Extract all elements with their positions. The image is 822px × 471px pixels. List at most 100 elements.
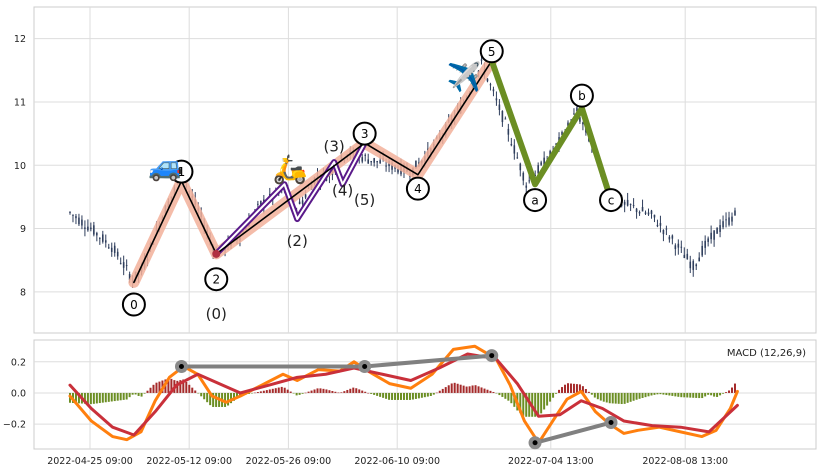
candle-body bbox=[579, 117, 581, 122]
macd-histogram-bar bbox=[498, 392, 501, 396]
macd-histogram-bar bbox=[710, 392, 713, 396]
candle-body bbox=[507, 128, 510, 135]
wave-label-3: 3 bbox=[361, 127, 369, 141]
macd-histogram-bar bbox=[671, 392, 674, 396]
macd-histogram-bar bbox=[343, 391, 346, 393]
macd-histogram-bar bbox=[453, 382, 456, 393]
candle-body bbox=[716, 227, 718, 234]
correction-wave-line bbox=[488, 57, 615, 204]
candle-body bbox=[668, 236, 671, 240]
macd-histogram-bar bbox=[546, 392, 549, 406]
candle-body bbox=[528, 180, 531, 182]
macd-histogram-bar bbox=[182, 379, 185, 393]
candle-body bbox=[662, 230, 665, 235]
macd-histogram-bar bbox=[328, 390, 331, 393]
macd-histogram-bar bbox=[233, 392, 236, 401]
macd-histogram-bar bbox=[578, 384, 581, 393]
macd-histogram-bar bbox=[298, 392, 301, 395]
candle-body bbox=[692, 261, 695, 270]
macd-histogram-bar bbox=[313, 389, 316, 393]
macd-histogram-bar bbox=[650, 392, 653, 396]
macd-histogram-bar bbox=[346, 389, 349, 393]
price-y-tick-label: 9 bbox=[20, 224, 26, 235]
macd-histogram-bar bbox=[471, 385, 474, 393]
candle-body bbox=[373, 158, 375, 163]
macd-histogram-bar bbox=[400, 392, 403, 400]
macd-histogram-bar bbox=[230, 392, 233, 404]
macd-histogram-bar bbox=[74, 392, 77, 404]
candle-body bbox=[492, 89, 495, 92]
macd-histogram-bar bbox=[662, 392, 665, 395]
candle-body bbox=[567, 122, 569, 126]
wave-label-5: 5 bbox=[488, 45, 496, 59]
macd-histogram-bar bbox=[340, 392, 343, 393]
macd-histogram-bar bbox=[713, 392, 716, 397]
macd-histogram-bar bbox=[86, 392, 89, 404]
candle-body bbox=[376, 161, 378, 163]
candle-body bbox=[686, 253, 689, 260]
wave-label-a: a bbox=[531, 194, 538, 208]
macd-histogram-bar bbox=[465, 386, 468, 393]
macd-histogram-bar bbox=[462, 385, 465, 393]
candle-body bbox=[498, 104, 501, 111]
macd-histogram-bar bbox=[659, 392, 662, 395]
macd-histogram-bar bbox=[447, 385, 450, 393]
price-y-axis: 8 9 10 11 12 bbox=[14, 34, 26, 298]
macd-histogram-bar bbox=[492, 391, 495, 393]
macd-histogram-bar bbox=[716, 392, 719, 397]
macd-histogram-bar bbox=[429, 392, 432, 396]
macd-histogram-bar bbox=[408, 392, 411, 400]
candle-body bbox=[104, 240, 107, 243]
candle-body bbox=[510, 143, 513, 146]
macd-histogram-bar bbox=[101, 392, 104, 403]
price-y-tick-label: 12 bbox=[14, 34, 26, 45]
candle-body bbox=[122, 262, 125, 268]
macd-histogram-bar bbox=[137, 392, 140, 396]
macd-histogram-bar bbox=[397, 392, 400, 400]
macd-histogram-bar bbox=[468, 386, 471, 393]
macd-histogram-bar bbox=[608, 392, 611, 404]
macd-histogram-bar bbox=[555, 392, 558, 394]
candle-body bbox=[489, 84, 492, 86]
wave-label-4: 4 bbox=[414, 182, 422, 196]
macd-histogram-bar bbox=[95, 392, 98, 404]
candle-body bbox=[540, 162, 542, 165]
macd-histogram-bar bbox=[405, 392, 408, 400]
candle-body bbox=[128, 274, 131, 281]
macd-histogram-bar bbox=[367, 392, 370, 394]
macd-histogram-bar bbox=[686, 392, 689, 398]
macd-histogram-bar bbox=[528, 392, 531, 417]
macd-y-tick-label: −0.2 bbox=[3, 420, 26, 431]
macd-histogram-bar bbox=[701, 392, 704, 399]
time-x-axis: 2022-04-25 09:00 2022-05-12 09:00 2022-05-… bbox=[47, 456, 728, 467]
macd-histogram-bar bbox=[113, 392, 116, 402]
macd-histogram-bar bbox=[435, 392, 438, 394]
macd-histogram-bar bbox=[274, 388, 277, 393]
candle-body bbox=[480, 59, 483, 61]
macd-histogram-bar bbox=[224, 392, 227, 407]
macd-histogram-bar bbox=[543, 392, 546, 410]
macd-histogram-bar bbox=[510, 392, 513, 404]
macd-histogram-bar bbox=[250, 392, 253, 394]
candle-body bbox=[367, 159, 369, 164]
candle-body bbox=[537, 165, 539, 174]
macd-histogram-bar bbox=[680, 392, 683, 398]
candle-body bbox=[78, 217, 80, 225]
sub-wave-label: (3) bbox=[323, 137, 344, 155]
macd-histogram-bar bbox=[176, 380, 179, 393]
macd-histogram-bar bbox=[295, 392, 298, 396]
macd-histogram-bar bbox=[456, 383, 459, 393]
macd-histogram-bar bbox=[564, 384, 567, 393]
macd-histogram-bar bbox=[683, 392, 686, 398]
candle-body bbox=[698, 257, 701, 262]
candle-body bbox=[99, 237, 101, 239]
candle-body bbox=[397, 169, 399, 173]
wave-pivot-dot bbox=[212, 249, 221, 258]
macd-histogram-bar bbox=[271, 388, 274, 393]
macd-histogram-bar bbox=[549, 392, 552, 402]
macd-histogram-bar bbox=[307, 391, 310, 393]
macd-histogram-bar bbox=[483, 388, 486, 393]
candle-body bbox=[113, 245, 116, 253]
wave-label-b: b bbox=[578, 89, 586, 103]
